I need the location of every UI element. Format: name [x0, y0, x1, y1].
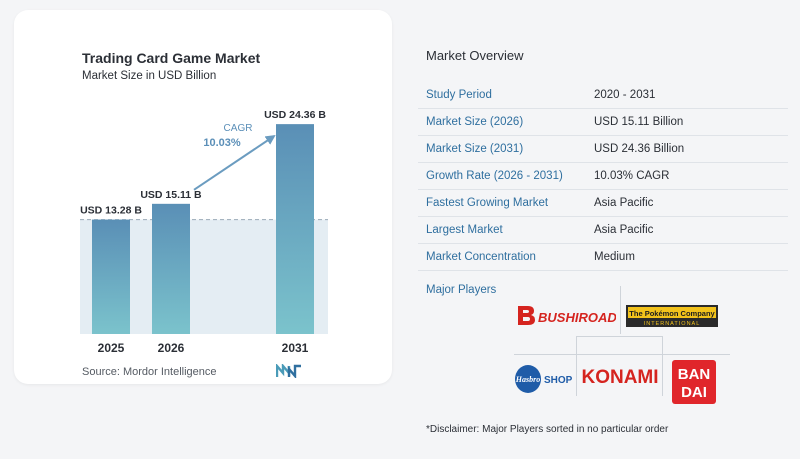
players-title: Major Players	[426, 284, 497, 296]
overview-row: Growth Rate (2026 - 2031) 10.03% CAGR	[418, 163, 788, 190]
chart-title: Trading Card Game Market	[82, 50, 261, 66]
chart-subtitle: Market Size in USD Billion	[82, 70, 217, 82]
pokemon-company-logo: The Pokémon Company INTERNATIONAL	[626, 305, 718, 327]
source-text: Source: Mordor Intelligence	[82, 366, 217, 378]
overview-panel: Market Overview Study Period 2020 - 2031…	[404, 0, 800, 459]
logo-divider	[620, 286, 621, 334]
cagr-arrow	[193, 135, 276, 191]
pokemon-subtext: INTERNATIONAL	[644, 321, 701, 327]
pokemon-text: The Pokémon Company	[629, 309, 715, 318]
konami-text: KONAMI	[581, 367, 658, 388]
shop-text: SHOP	[544, 375, 573, 386]
overview-value: 10.03% CAGR	[594, 170, 670, 182]
overview-value: USD 24.36 Billion	[594, 143, 685, 155]
data-label: USD 24.36 B	[264, 109, 326, 121]
logo-divider	[662, 336, 663, 396]
overview-key: Market Size (2026)	[426, 116, 524, 128]
bandai-text-1: BAN	[678, 366, 711, 383]
disclaimer: *Disclaimer: Major Players sorted in no …	[426, 424, 669, 435]
hasbro-shop-logo: Hasbro SHOP	[515, 365, 573, 393]
overview-value: Asia Pacific	[594, 224, 654, 236]
overview-key: Fastest Growing Market	[426, 197, 549, 209]
cagr-value: 10.03%	[203, 137, 241, 149]
bushiroad-text: BUSHIROAD	[538, 310, 616, 325]
overview-value: Asia Pacific	[594, 197, 654, 209]
overview-key: Market Size (2031)	[426, 143, 524, 155]
overview-row: Fastest Growing Market Asia Pacific	[418, 190, 788, 217]
bar	[92, 219, 130, 334]
bar-chart: USD 13.28 B 2025 USD 15.11 B 2026 USD 24.36 …	[80, 109, 328, 355]
x-tick-label: 2026	[158, 341, 185, 355]
overview-row: Largest Market Asia Pacific	[418, 217, 788, 244]
overview-row: Market Concentration Medium	[418, 244, 788, 271]
bandai-logo: BAN DAI	[672, 360, 716, 404]
x-tick-label: 2025	[98, 341, 125, 355]
logo-divider	[576, 336, 663, 337]
mordor-logo-icon	[276, 364, 301, 378]
bar	[276, 124, 314, 334]
data-label: USD 13.28 B	[80, 205, 142, 217]
overview-key: Market Concentration	[426, 251, 536, 263]
bushiroad-logo: BUSHIROAD	[518, 306, 616, 325]
hasbro-text: Hasbro	[515, 375, 540, 384]
overview-key: Study Period	[426, 89, 492, 101]
x-tick-label: 2031	[282, 341, 309, 355]
logo-divider	[514, 354, 730, 355]
overview-key: Largest Market	[426, 224, 503, 236]
overview-title: Market Overview	[426, 48, 524, 63]
data-label: USD 15.11 B	[140, 189, 202, 201]
overview-row: Market Size (2031) USD 24.36 Billion	[418, 136, 788, 163]
konami-logo: KONAMI	[581, 367, 658, 388]
overview-row: Study Period 2020 - 2031	[418, 82, 788, 109]
overview-row: Market Size (2026) USD 15.11 Billion	[418, 109, 788, 136]
bandai-text-2: DAI	[681, 384, 707, 401]
overview-key: Growth Rate (2026 - 2031)	[426, 170, 563, 182]
logo-divider	[576, 336, 577, 396]
overview-value: Medium	[594, 251, 635, 263]
overview-value: USD 15.11 Billion	[594, 116, 684, 128]
overview-table: Study Period 2020 - 2031 Market Size (20…	[418, 82, 788, 271]
cagr-label: CAGR	[224, 123, 253, 134]
overview-value: 2020 - 2031	[594, 89, 656, 101]
bar	[152, 203, 190, 334]
